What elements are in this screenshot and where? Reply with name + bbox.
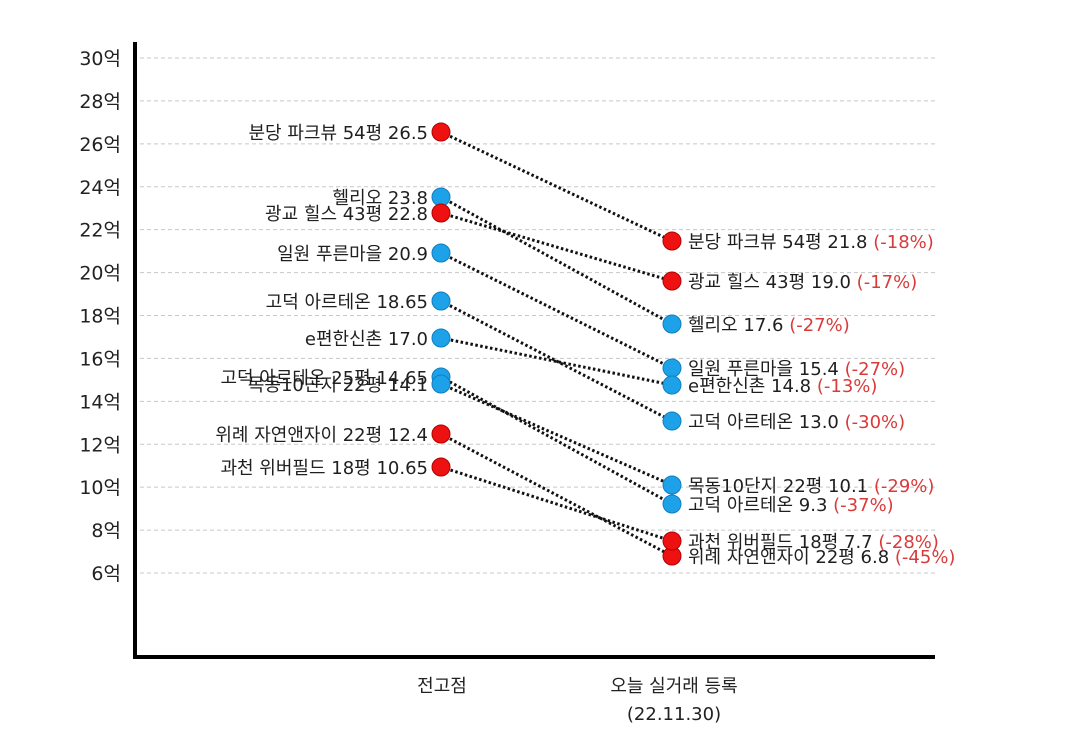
- y-tick-label: 26억: [79, 134, 121, 156]
- point-right-blue: [662, 475, 682, 495]
- right-label-text: e편한신촌 14.8: [688, 376, 817, 397]
- point-right-blue: [662, 358, 682, 378]
- connector-line: [440, 211, 673, 283]
- connector-line: [440, 336, 673, 387]
- connector-line: [440, 382, 673, 487]
- point-left-blue: [431, 243, 451, 263]
- point-right-red: [662, 531, 682, 551]
- y-tick-label: 12억: [79, 434, 121, 456]
- connector-line: [440, 375, 673, 506]
- change-percent: (-18%): [873, 232, 934, 253]
- x-label-left: 전고점: [417, 676, 467, 697]
- change-percent: (-13%): [817, 376, 878, 397]
- point-right-red: [662, 271, 682, 291]
- point-left-blue: [431, 187, 451, 207]
- point-left-red: [431, 424, 451, 444]
- right-point-label: 일원 푸른마을 15.4 (-27%): [688, 359, 905, 380]
- connector-line: [440, 299, 673, 423]
- connector-line: [440, 195, 673, 326]
- right-label-text: 위례 자연앤자이 22평 6.8: [688, 547, 895, 568]
- y-axis-ticks: 30억 28억 26억 24억 22억 20억 18억 16억 14억 12억 10억 8억 6억: [79, 48, 121, 585]
- x-label-right-line1: 오늘 실거래 등록: [610, 676, 737, 697]
- change-percent: (-30%): [845, 412, 906, 433]
- right-label-text: 고덕 아르테온 9.3: [688, 495, 833, 516]
- y-tick-label: 24억: [79, 177, 121, 199]
- y-tick-label: 28억: [79, 91, 121, 113]
- change-percent: (-27%): [789, 315, 850, 336]
- y-tick-label: 30억: [79, 48, 121, 70]
- right-point-label: 고덕 아르테온 9.3 (-37%): [688, 495, 894, 516]
- right-label-text: 과천 위버필드 18평 7.7: [688, 532, 878, 553]
- left-point-label: 일원 푸른마을 20.9: [277, 244, 428, 265]
- y-tick-label: 16억: [79, 348, 121, 370]
- left-point-label: 헬리오 23.8: [333, 188, 428, 209]
- y-tick-label: 10억: [79, 477, 121, 499]
- y-tick-label: 18억: [79, 306, 121, 328]
- point-right-blue: [662, 314, 682, 334]
- left-point-label: 광교 힐스 43평 22.8: [265, 204, 428, 225]
- left-point-label: 고덕 아르테온 25평 14.65: [220, 368, 428, 389]
- point-left-red: [431, 203, 451, 223]
- right-point-label: 과천 위버필드 18평 7.7 (-28%): [688, 532, 939, 553]
- right-label-text: 고덕 아르테온 13.0: [688, 412, 845, 433]
- change-percent: (-17%): [857, 272, 918, 293]
- point-left-red: [431, 457, 451, 477]
- point-left-blue: [431, 328, 451, 348]
- point-right-blue: [662, 375, 682, 395]
- change-percent: (-29%): [874, 476, 935, 497]
- connector-line: [440, 251, 673, 370]
- change-percent: (-27%): [845, 359, 906, 380]
- right-label-text: 목동10단지 22평 10.1: [688, 476, 874, 497]
- y-tick-label: 20억: [79, 263, 121, 285]
- right-point-label: 광교 힐스 43평 19.0 (-17%): [688, 272, 917, 293]
- change-percent: (-37%): [833, 495, 894, 516]
- point-right-red: [662, 231, 682, 251]
- point-left-blue: [431, 291, 451, 311]
- change-percent: (-28%): [878, 532, 939, 553]
- y-tick-label: 8억: [91, 520, 121, 542]
- right-point-label: 헬리오 17.6 (-27%): [688, 315, 850, 336]
- connector-line: [440, 465, 673, 543]
- right-point-label: 분당 파크뷰 54평 21.8 (-18%): [688, 232, 934, 253]
- point-right-blue: [662, 494, 682, 514]
- y-tick-label: 6억: [91, 563, 121, 585]
- right-label-text: 일원 푸른마을 15.4: [688, 359, 845, 380]
- change-percent: (-45%): [895, 547, 956, 568]
- point-left-red: [431, 122, 451, 142]
- x-label-right-line2: (22.11.30): [627, 704, 721, 725]
- left-point-label: 과천 위버필드 18평 10.65: [220, 458, 428, 479]
- point-left-blue: [431, 374, 451, 394]
- left-point-label: 분당 파크뷰 54평 26.5: [248, 123, 428, 144]
- right-label-text: 분당 파크뷰 54평 21.8: [688, 232, 873, 253]
- data-points: [431, 122, 682, 566]
- right-label-text: 광교 힐스 43평 19.0: [688, 272, 857, 293]
- right-point-label: 목동10단지 22평 10.1 (-29%): [688, 476, 934, 497]
- y-tick-label: 14억: [79, 391, 121, 413]
- left-point-label: e편한신촌 17.0: [305, 329, 428, 350]
- right-point-label: 위례 자연앤자이 22평 6.8 (-45%): [688, 547, 955, 568]
- point-labels: 분당 파크뷰 54평 26.5 분당 파크뷰 54평 21.8 (-18%) 헬리오…: [215, 123, 955, 568]
- left-point-label: 위례 자연앤자이 22평 12.4: [215, 425, 428, 446]
- y-tick-label: 22억: [79, 220, 121, 242]
- right-label-text: 헬리오 17.6: [688, 315, 789, 336]
- connector-line: [440, 432, 673, 558]
- connector-lines: [440, 130, 673, 558]
- left-point-label: 목동10단지 22평 14.1: [248, 375, 428, 396]
- right-point-label: 고덕 아르테온 13.0 (-30%): [688, 412, 905, 433]
- right-point-label: e편한신촌 14.8 (-13%): [688, 376, 877, 397]
- left-point-label: 고덕 아르테온 18.65: [266, 292, 428, 313]
- point-right-blue: [662, 411, 682, 431]
